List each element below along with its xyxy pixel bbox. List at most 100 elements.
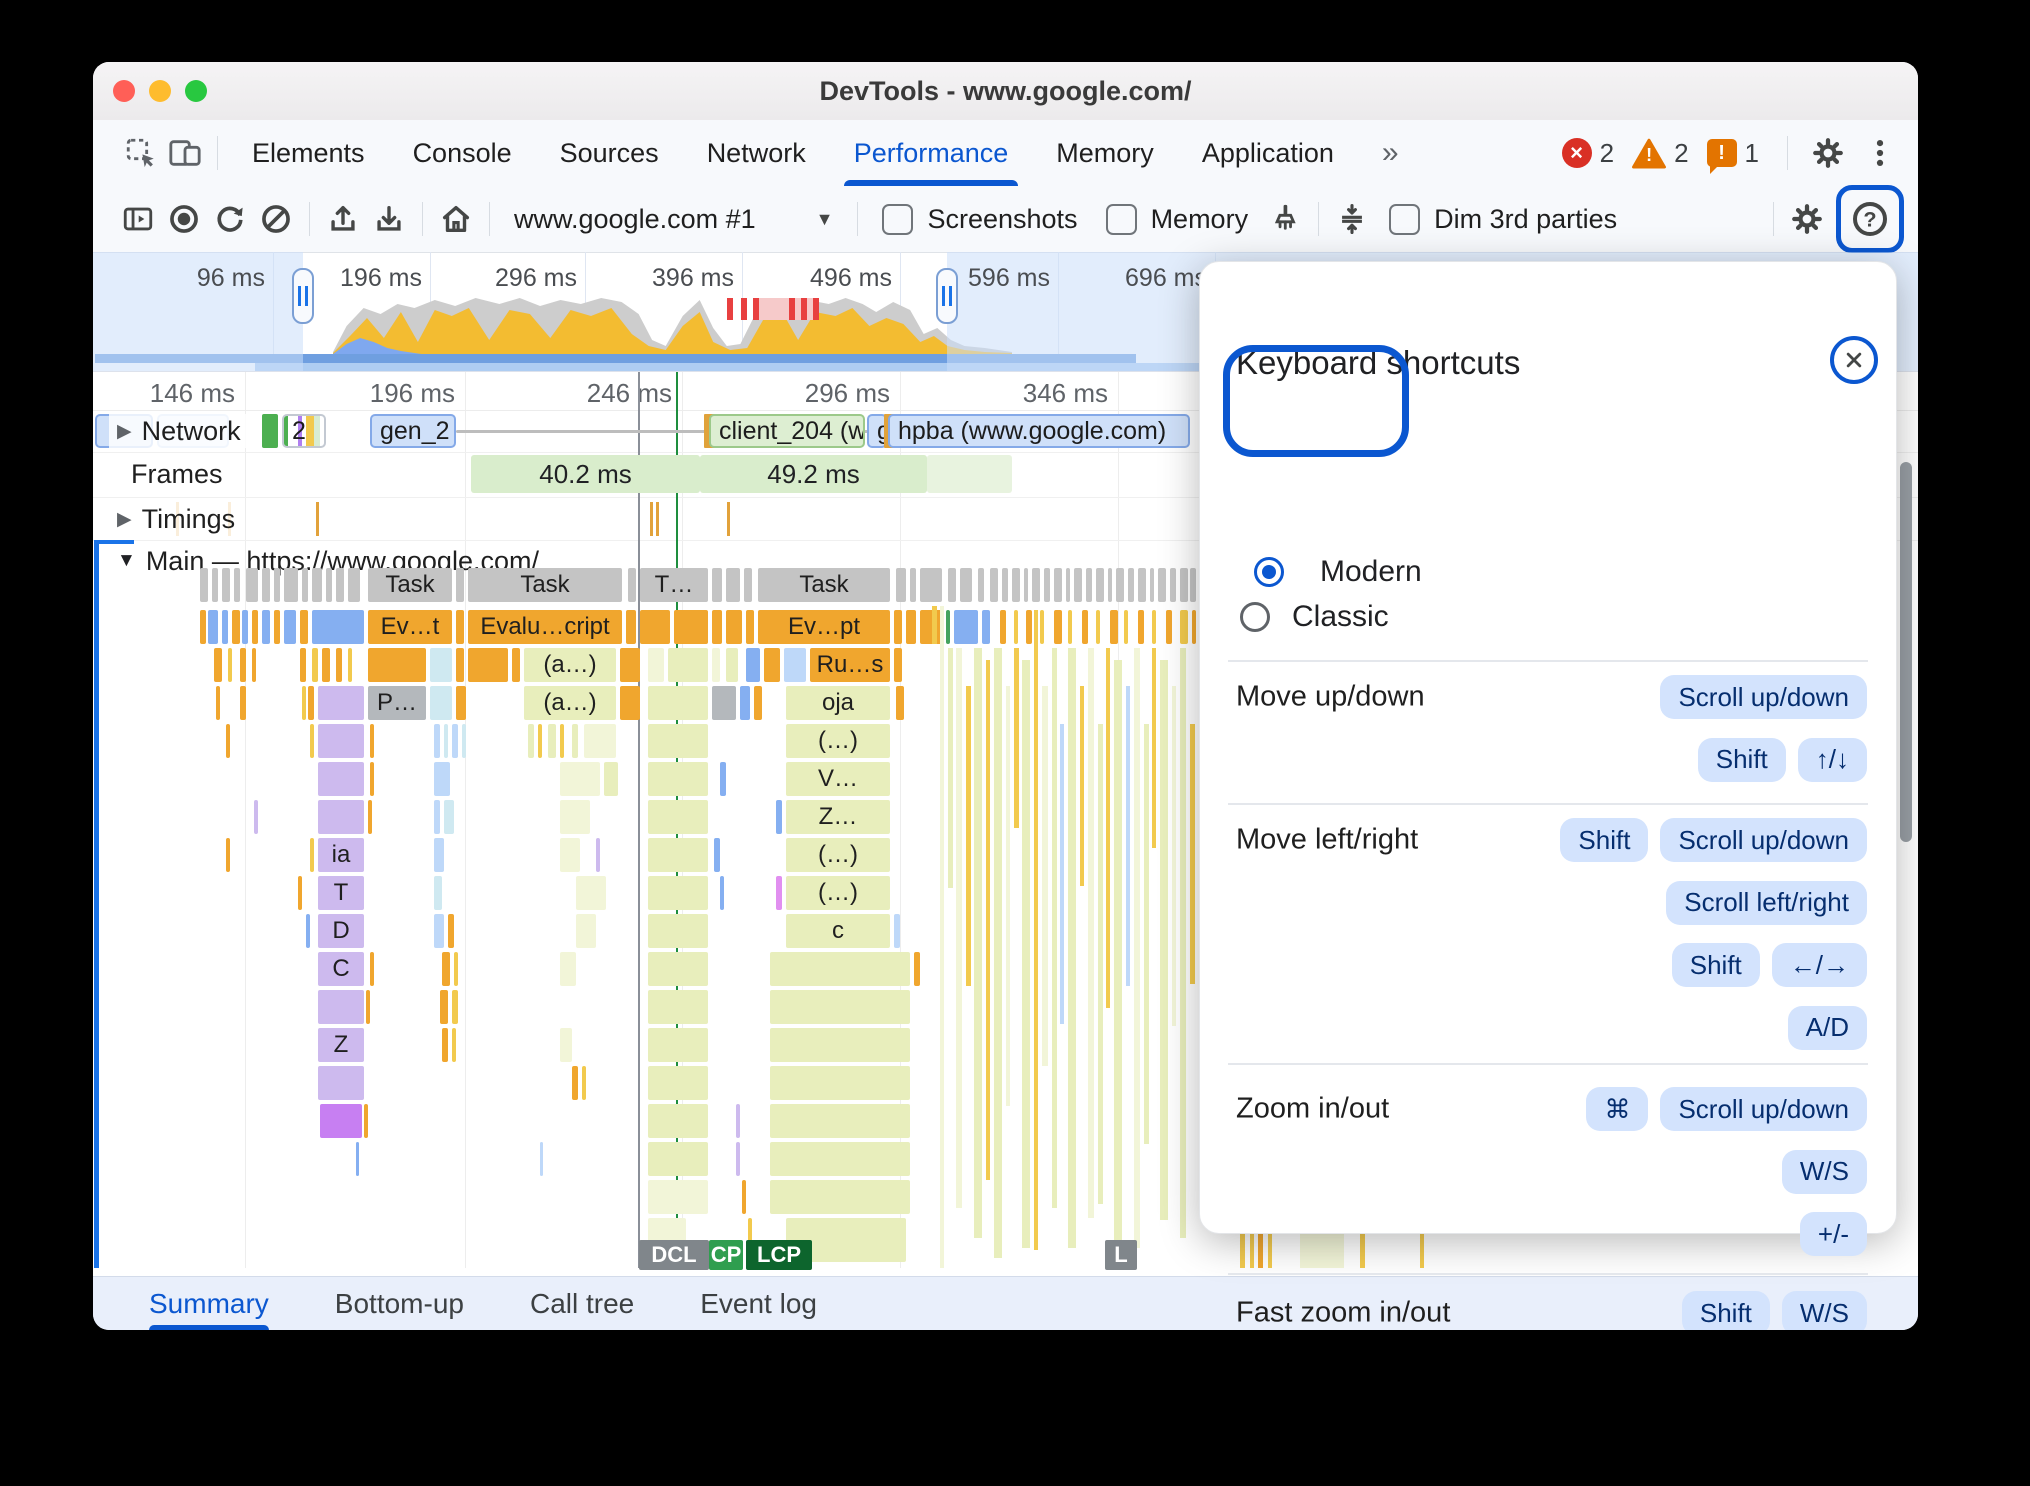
flame-segment[interactable] xyxy=(306,914,310,948)
flame-segment[interactable] xyxy=(456,686,466,720)
flame-segment[interactable] xyxy=(1180,610,1188,644)
network-request-bar[interactable]: hpba (www.google.com) xyxy=(888,414,1190,448)
flame-segment[interactable] xyxy=(1066,568,1070,602)
flame-segment[interactable] xyxy=(560,762,600,796)
flame-segment[interactable] xyxy=(312,610,364,644)
flame-segment[interactable]: Z… xyxy=(786,800,890,834)
flame-segment[interactable] xyxy=(368,648,426,682)
flame-segment[interactable] xyxy=(620,686,640,720)
flame-segment[interactable] xyxy=(742,1180,746,1214)
issues-icon[interactable]: ! xyxy=(1706,139,1737,174)
network-request-bar[interactable]: 2 xyxy=(282,414,326,448)
selection-handle[interactable] xyxy=(936,268,958,324)
flame-segment[interactable] xyxy=(648,724,708,758)
flame-segment[interactable]: (a…) xyxy=(524,648,616,682)
flame-segment[interactable] xyxy=(214,648,222,682)
flame-segment[interactable] xyxy=(366,990,370,1024)
flame-segment[interactable] xyxy=(648,800,708,834)
metric-marker-l[interactable]: L xyxy=(1105,1240,1137,1270)
flame-segment[interactable] xyxy=(1068,610,1072,644)
flame-segment[interactable] xyxy=(770,1142,910,1176)
flame-segment[interactable] xyxy=(1014,610,1018,644)
flame-segment[interactable]: Evalu…cript xyxy=(468,610,622,644)
tab-network[interactable]: Network xyxy=(706,137,806,168)
memory-checkbox-row[interactable]: Memory xyxy=(1105,203,1248,235)
bottom-tab-bottom-up[interactable]: Bottom-up xyxy=(334,1287,464,1319)
flame-segment[interactable] xyxy=(896,686,904,720)
flame-segment[interactable] xyxy=(894,914,900,948)
flame-segment[interactable] xyxy=(910,568,916,602)
flame-segment[interactable] xyxy=(560,952,576,986)
flame-segment[interactable] xyxy=(714,838,720,872)
flame-segment[interactable] xyxy=(582,1066,586,1100)
tab-sources[interactable]: Sources xyxy=(559,137,659,168)
flame-segment[interactable] xyxy=(322,648,330,682)
flame-segment[interactable]: Ev…pt xyxy=(758,610,890,644)
flame-segment[interactable] xyxy=(440,990,448,1024)
flame-segment[interactable] xyxy=(348,648,352,682)
flame-segment[interactable] xyxy=(906,610,916,644)
flame-segment[interactable] xyxy=(228,648,232,682)
flame-segment[interactable] xyxy=(720,762,726,796)
flame-segment[interactable] xyxy=(948,568,956,602)
flame-segment[interactable] xyxy=(572,1066,578,1100)
flame-segment[interactable] xyxy=(468,648,508,682)
track-label-timings[interactable]: ▶ Timings xyxy=(109,502,244,536)
flame-segment[interactable] xyxy=(318,1066,364,1100)
flame-segment[interactable] xyxy=(308,686,314,720)
flame-segment[interactable] xyxy=(1138,568,1146,602)
flame-segment[interactable] xyxy=(310,724,314,758)
flame-segment[interactable] xyxy=(1152,610,1156,644)
flame-segment[interactable] xyxy=(262,610,270,644)
flame-segment[interactable] xyxy=(1054,568,1062,602)
metric-marker-dcl[interactable]: DCL xyxy=(639,1240,709,1270)
flame-segment[interactable] xyxy=(252,610,258,644)
flame-segment[interactable] xyxy=(320,1104,362,1138)
flame-segment[interactable]: (…) xyxy=(786,838,890,872)
flame-segment[interactable] xyxy=(576,914,596,948)
flame-segment[interactable] xyxy=(754,686,762,720)
flame-segment[interactable] xyxy=(1032,568,1040,602)
bottom-tab-event-log[interactable]: Event log xyxy=(700,1287,817,1319)
flame-segment[interactable] xyxy=(242,610,248,644)
track-label-frames[interactable]: Frames xyxy=(123,457,231,491)
radio-modern-icon[interactable] xyxy=(1254,557,1284,587)
flame-segment[interactable] xyxy=(648,838,708,872)
flame-segment[interactable] xyxy=(770,1028,910,1062)
flame-segment[interactable] xyxy=(770,1066,910,1100)
flame-segment[interactable] xyxy=(1128,568,1134,602)
flame-segment[interactable] xyxy=(254,800,258,834)
flame-segment[interactable] xyxy=(1116,568,1124,602)
flame-segment[interactable] xyxy=(1082,610,1088,644)
flame-segment[interactable] xyxy=(452,1028,456,1062)
flame-segment[interactable] xyxy=(920,610,942,644)
flame-segment[interactable] xyxy=(648,876,708,910)
flame-segment[interactable] xyxy=(990,568,998,602)
flame-segment[interactable] xyxy=(462,724,466,758)
flame-segment[interactable] xyxy=(302,686,306,720)
flame-segment[interactable] xyxy=(312,568,322,602)
flame-segment[interactable] xyxy=(1096,568,1104,602)
flame-segment[interactable] xyxy=(1074,568,1082,602)
flame-segment[interactable] xyxy=(240,648,246,682)
flame-segment[interactable] xyxy=(770,1180,910,1214)
flame-segment[interactable] xyxy=(1012,568,1020,602)
flame-segment[interactable] xyxy=(318,686,364,720)
flame-segment[interactable] xyxy=(318,762,364,796)
flame-segment[interactable] xyxy=(222,610,228,644)
flame-segment[interactable] xyxy=(274,568,280,602)
flame-segment[interactable] xyxy=(1170,568,1176,602)
radio-modern[interactable]: Modern xyxy=(1240,552,1422,592)
flame-segment[interactable] xyxy=(240,686,246,720)
tab-elements[interactable]: Elements xyxy=(252,137,365,168)
flame-segment[interactable]: P… xyxy=(368,686,426,720)
flame-segment[interactable] xyxy=(1002,568,1008,602)
flame-segment[interactable] xyxy=(726,610,742,644)
flame-segment[interactable] xyxy=(776,800,782,834)
flame-segment[interactable]: Ev…t xyxy=(368,610,452,644)
flame-segment[interactable] xyxy=(770,952,910,986)
flame-segment[interactable] xyxy=(300,648,306,682)
flame-segment[interactable] xyxy=(212,568,218,602)
metric-marker-lcp[interactable]: LCP xyxy=(746,1240,812,1270)
flame-segment[interactable] xyxy=(302,568,308,602)
